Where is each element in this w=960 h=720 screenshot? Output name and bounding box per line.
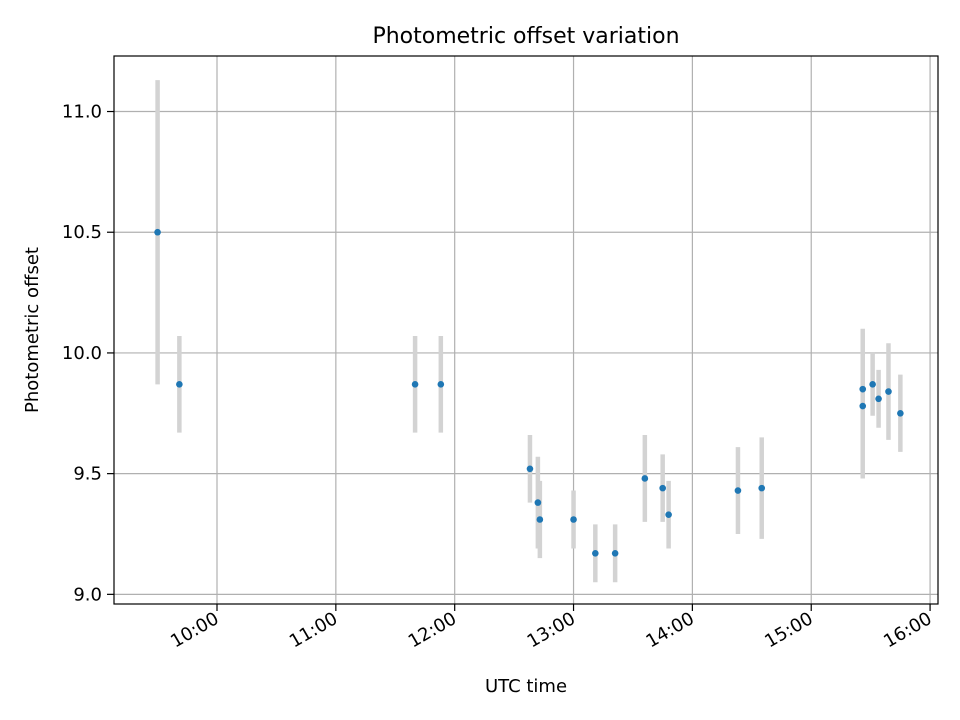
- data-point: [641, 475, 649, 482]
- y-axis-label: Photometric offset: [22, 247, 43, 413]
- x-tick-label: 11:00: [286, 608, 341, 652]
- data-point: [534, 499, 542, 506]
- data-point: [526, 465, 534, 473]
- data-points: [154, 228, 904, 557]
- data-point: [411, 381, 419, 388]
- data-point: [659, 484, 666, 492]
- y-tick-label: 11.0: [62, 102, 102, 123]
- data-point: [885, 388, 892, 395]
- data-point: [758, 484, 766, 492]
- data-point: [869, 381, 876, 388]
- data-point: [665, 511, 672, 518]
- error-bars: [155, 80, 903, 583]
- x-tick-label: 12:00: [405, 608, 460, 652]
- plot-frame: [113, 55, 939, 605]
- data-point: [570, 516, 577, 523]
- data-point: [611, 550, 619, 557]
- x-tick-label: 14:00: [642, 608, 697, 652]
- y-tick-label: 9.0: [73, 584, 102, 605]
- data-point: [859, 385, 867, 393]
- data-point: [897, 409, 904, 417]
- x-tick-label: 16:00: [880, 608, 935, 652]
- data-point: [176, 381, 183, 388]
- data-point: [154, 228, 161, 236]
- x-tick-label: 13:00: [524, 608, 579, 652]
- chart-title: Photometric offset variation: [372, 24, 679, 49]
- data-point: [437, 381, 445, 388]
- y-tick-label: 10.5: [62, 222, 102, 243]
- data-point: [536, 516, 544, 523]
- y-tick-label: 9.5: [73, 464, 102, 485]
- grid: [114, 56, 938, 604]
- data-point: [875, 395, 882, 403]
- y-tick-label: 10.0: [62, 343, 102, 364]
- data-point: [859, 402, 867, 410]
- data-point: [734, 487, 742, 494]
- x-tick-label: 15:00: [761, 608, 816, 652]
- axis-ticks: 10:00 11:00 12:00 13:00 14:00 15:00 16:00 9.0 9.…: [62, 102, 936, 653]
- x-tick-label: 10:00: [167, 608, 222, 652]
- data-point: [592, 550, 599, 557]
- x-axis-label: UTC time: [485, 676, 567, 697]
